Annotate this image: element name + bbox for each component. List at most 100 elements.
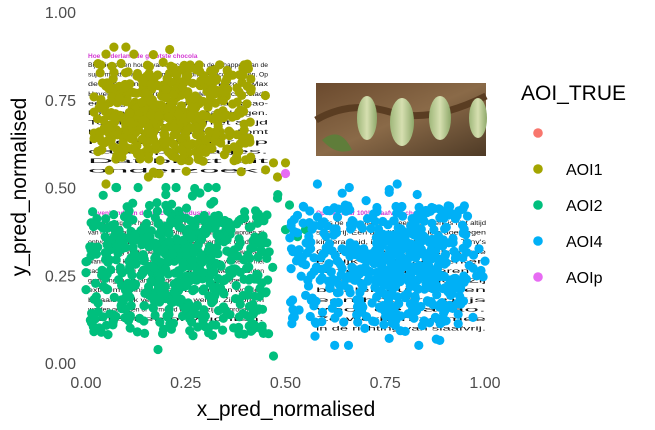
data-point-aoi4 bbox=[424, 297, 434, 307]
data-point-aoi4 bbox=[317, 307, 328, 317]
data-point-aoi2 bbox=[158, 329, 168, 339]
data-point-aoi2 bbox=[101, 214, 111, 224]
data-point-aoi1 bbox=[165, 44, 175, 55]
data-point-aoi4 bbox=[379, 252, 389, 262]
data-point-aoi2 bbox=[81, 268, 91, 278]
data-point-aoi2 bbox=[263, 275, 273, 285]
data-point-aoi2 bbox=[109, 210, 119, 220]
data-point-aoi4 bbox=[372, 207, 382, 217]
data-point-aoi4 bbox=[355, 287, 365, 298]
data-point-aoi2 bbox=[156, 246, 166, 256]
data-point-aoi4 bbox=[384, 333, 394, 343]
data-point-aoi2 bbox=[193, 322, 203, 332]
legend-label: AOI1 bbox=[566, 162, 603, 179]
data-point-aoi1 bbox=[224, 126, 234, 136]
data-point-aoi1 bbox=[243, 64, 253, 74]
data-point-aoi2 bbox=[122, 219, 132, 229]
data-point-aoi4 bbox=[420, 265, 431, 275]
data-point-aoi1 bbox=[157, 101, 167, 111]
data-point-aoi4 bbox=[296, 271, 306, 281]
stimulus-text-line: van cacaoplantages in West-Afrika vandaa… bbox=[88, 230, 264, 237]
data-point-aoi4 bbox=[403, 261, 413, 271]
data-point-aoi1 bbox=[95, 68, 105, 78]
data-point-aoi2 bbox=[175, 269, 185, 279]
data-point-aoi1 bbox=[135, 154, 145, 164]
data-point-aoi2 bbox=[145, 239, 155, 249]
data-point-aoi1 bbox=[174, 109, 184, 119]
data-point-aoi2 bbox=[229, 323, 239, 333]
data-point-aoi4 bbox=[392, 179, 402, 189]
data-point-aoi1 bbox=[210, 89, 220, 99]
data-point-aoi1 bbox=[181, 166, 191, 176]
data-point-aoi2 bbox=[248, 236, 258, 246]
data-point-aoi2 bbox=[199, 284, 209, 294]
data-point-aoi2 bbox=[166, 324, 176, 334]
data-point-aoi1 bbox=[129, 49, 139, 59]
data-point-aoi1 bbox=[137, 134, 147, 144]
data-point-aoi2 bbox=[249, 319, 259, 329]
data-point-aoi2 bbox=[155, 317, 165, 327]
legend-label: AOI2 bbox=[566, 198, 603, 215]
data-point-aoi2 bbox=[202, 223, 212, 233]
data-point-aoi2 bbox=[102, 240, 112, 250]
data-point-aoi1 bbox=[161, 92, 171, 103]
data-point-aoi2 bbox=[164, 237, 174, 247]
data-point-aoi2 bbox=[284, 200, 295, 210]
data-point-aoi4 bbox=[440, 305, 450, 315]
data-point-aoi1 bbox=[155, 155, 165, 165]
data-point-aoi1 bbox=[132, 68, 143, 79]
data-point-aoi2 bbox=[174, 215, 184, 225]
data-point-aoi4 bbox=[322, 221, 332, 231]
data-point-aoi2 bbox=[81, 285, 91, 295]
data-point-aoi1 bbox=[195, 129, 206, 139]
data-point-aoi2 bbox=[166, 216, 176, 226]
data-point-aoi2 bbox=[85, 242, 95, 252]
legend-key bbox=[533, 272, 543, 282]
data-point-aoi4 bbox=[305, 311, 315, 322]
data-point-aoi1 bbox=[104, 165, 114, 175]
data-point-aoi1 bbox=[163, 112, 174, 122]
data-point-aoi1 bbox=[176, 156, 186, 166]
data-point-aoi2 bbox=[255, 238, 265, 248]
data-point-aoi1 bbox=[186, 123, 196, 133]
stimulus-text-line: worden geslagen of vermoord wanneer zij … bbox=[87, 306, 265, 313]
data-point-aoi4 bbox=[364, 274, 374, 284]
data-point-aoi1 bbox=[123, 67, 133, 77]
data-point-aoi4 bbox=[462, 247, 472, 257]
data-point-aoi1 bbox=[162, 73, 172, 84]
data-point-aoi4 bbox=[374, 229, 384, 239]
data-point-aoi4 bbox=[436, 298, 446, 308]
data-point-aoi4 bbox=[393, 261, 403, 271]
data-point-aoi1 bbox=[222, 65, 232, 75]
stimulus-text-line: voor de cacao. bbox=[316, 306, 487, 313]
x-tick-label: 0.25 bbox=[170, 375, 201, 392]
data-point-aoi4 bbox=[386, 291, 396, 301]
data-point-aoi2 bbox=[91, 278, 101, 288]
data-point-aoi2 bbox=[224, 266, 235, 276]
data-point-aoi2 bbox=[242, 290, 253, 300]
data-point-aoi4 bbox=[345, 205, 355, 215]
data-point-aoi1 bbox=[97, 78, 108, 88]
data-point-aoi2 bbox=[162, 312, 172, 322]
data-point-aoi2 bbox=[108, 316, 118, 327]
data-point-aoi2 bbox=[220, 275, 230, 285]
data-point-aoi2 bbox=[187, 256, 197, 266]
data-point-aoi4 bbox=[361, 248, 371, 258]
data-point-aoi2 bbox=[98, 281, 108, 292]
data-point-aoi4 bbox=[327, 303, 337, 313]
data-point-aoi2 bbox=[123, 316, 134, 326]
data-point-aoi2 bbox=[128, 242, 138, 252]
data-point-aoi2 bbox=[181, 203, 192, 213]
data-point-aoi1 bbox=[99, 102, 109, 112]
data-point-aoi1 bbox=[201, 147, 211, 157]
data-point-aoi2 bbox=[242, 252, 253, 262]
cacao-pod-4 bbox=[469, 98, 487, 138]
data-point-aoi1 bbox=[198, 110, 208, 120]
data-point-aoi1 bbox=[146, 128, 156, 138]
data-point-aoi4 bbox=[439, 271, 449, 281]
data-point-aoi1 bbox=[124, 108, 135, 118]
data-point-aoi1 bbox=[160, 129, 170, 139]
data-point-aoi2 bbox=[234, 295, 244, 305]
data-point-aoi4 bbox=[370, 216, 380, 226]
data-point-aoi4 bbox=[306, 270, 316, 280]
